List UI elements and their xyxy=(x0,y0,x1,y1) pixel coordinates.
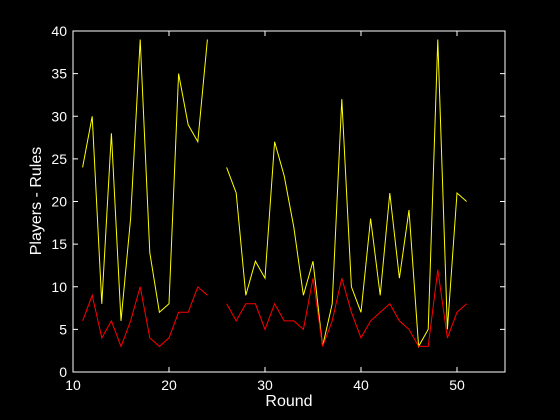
x-tick-label: 50 xyxy=(449,377,465,393)
y-tick-label: 40 xyxy=(51,23,67,39)
y-axis-label: Players - Rules xyxy=(28,147,45,255)
x-axis-label: Round xyxy=(265,393,312,410)
y-tick-label: 20 xyxy=(51,194,67,210)
y-tick-label: 30 xyxy=(51,108,67,124)
series-group xyxy=(82,39,467,349)
series-1-line xyxy=(82,39,208,321)
y-tick-label: 0 xyxy=(59,364,67,380)
series-2-line xyxy=(226,269,467,347)
series-1-line xyxy=(226,39,467,349)
y-tick-label: 25 xyxy=(51,151,67,167)
y-axis-ticks: 0 5 10 15 20 25 30 35 40 xyxy=(51,23,505,380)
x-tick-label: 30 xyxy=(257,377,273,393)
x-tick-label: 10 xyxy=(65,377,81,393)
y-tick-label: 10 xyxy=(51,279,67,295)
x-axis-ticks: 10 20 30 40 50 xyxy=(65,31,465,393)
y-tick-label: 15 xyxy=(51,236,67,252)
y-tick-label: 5 xyxy=(59,321,67,337)
series-2-line xyxy=(82,285,208,348)
x-tick-label: 40 xyxy=(353,377,369,393)
x-tick-label: 20 xyxy=(161,377,177,393)
y-tick-label: 35 xyxy=(51,66,67,82)
